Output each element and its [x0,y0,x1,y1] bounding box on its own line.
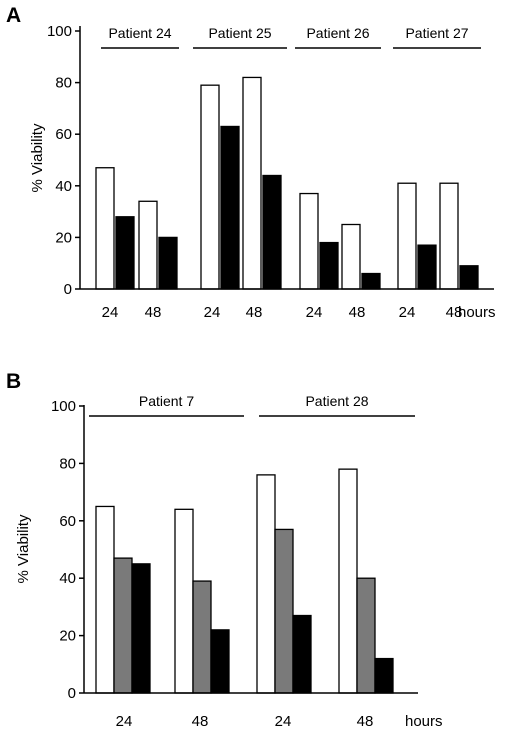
panel-b-letter: B [6,370,21,393]
bar-series-2 [459,265,479,290]
group-label: Patient 7 [139,393,194,409]
bar-series-1 [299,192,319,290]
y-tick-label: 80 [55,75,72,92]
x-category-label: 24 [275,713,292,730]
bar-series-1 [95,167,115,290]
bar-series-1 [200,84,220,290]
x-category-label: 48 [192,713,209,730]
bar-series-1 [174,508,194,694]
panel-b-y-ticks: 0 20 40 60 80 100 [51,398,84,702]
panel-a-y-ticks: 0 20 40 60 80 100 [47,23,80,298]
bar-series-2 [356,577,376,694]
x-category-label: 24 [399,304,416,321]
y-tick-label: 20 [55,229,72,246]
bar-series-3 [374,657,394,694]
bar-series-2 [274,528,294,694]
y-tick-label: 40 [55,178,72,195]
panel-a-group-labels: Patient 24 Patient 25 Patient 26 Patient 27 [101,25,481,49]
bar-series-2 [115,216,135,290]
y-tick-label: 100 [51,398,76,415]
y-tick-label: 100 [47,23,72,40]
y-tick-label: 20 [59,628,76,645]
bar-series-1 [338,468,358,694]
bar-series-3 [210,629,230,694]
panel-a-bars [95,76,479,290]
panel-b-x-unit-label: hours [405,713,443,730]
group-label: Patient 25 [208,25,271,41]
x-category-label: 24 [102,304,119,321]
bar-series-2 [192,580,212,694]
y-tick-label: 60 [59,513,76,530]
bar-series-1 [341,223,361,290]
x-category-label: 24 [116,713,133,730]
y-tick-label: 40 [59,570,76,587]
panel-a-x-categories: 24 48 24 48 24 48 24 48 [102,304,463,321]
bar-series-1 [256,474,276,694]
bar-series-2 [417,244,437,290]
x-category-label: 24 [306,304,323,321]
bar-series-2 [220,125,240,290]
group-label: Patient 28 [305,393,368,409]
group-label: Patient 26 [306,25,369,41]
bar-series-1 [439,182,459,290]
bar-series-2 [319,241,339,290]
bar-series-2 [262,174,282,290]
group-label: Patient 24 [108,25,171,41]
x-category-label: 48 [145,304,162,321]
y-tick-label: 0 [68,685,76,702]
y-tick-label: 0 [64,281,72,298]
panel-b-x-categories: 24 48 24 48 [116,713,374,730]
panel-b-y-axis-title: % Viability [15,514,32,583]
bar-series-1 [242,76,262,290]
panel-a-letter: A [6,4,21,27]
x-category-label: 48 [446,304,463,321]
bar-series-2 [361,272,381,290]
x-category-label: 24 [204,304,221,321]
bar-series-3 [292,614,312,694]
bar-series-2 [113,557,133,694]
x-category-label: 48 [246,304,263,321]
panel-a-y-axis-title: % Viability [29,123,46,192]
bar-series-1 [397,182,417,290]
x-category-label: 48 [349,304,366,321]
y-tick-label: 60 [55,126,72,143]
x-category-label: 48 [357,713,374,730]
bar-series-1 [138,200,158,290]
bar-series-3 [131,563,151,694]
panel-b-group-labels: Patient 7 Patient 28 [89,393,415,417]
group-label: Patient 27 [405,25,468,41]
panel-b-bars [95,468,394,694]
y-tick-label: 80 [59,455,76,472]
bar-series-2 [158,236,178,290]
panel-a-x-unit-label: hours [458,304,496,321]
bar-series-1 [95,505,115,694]
